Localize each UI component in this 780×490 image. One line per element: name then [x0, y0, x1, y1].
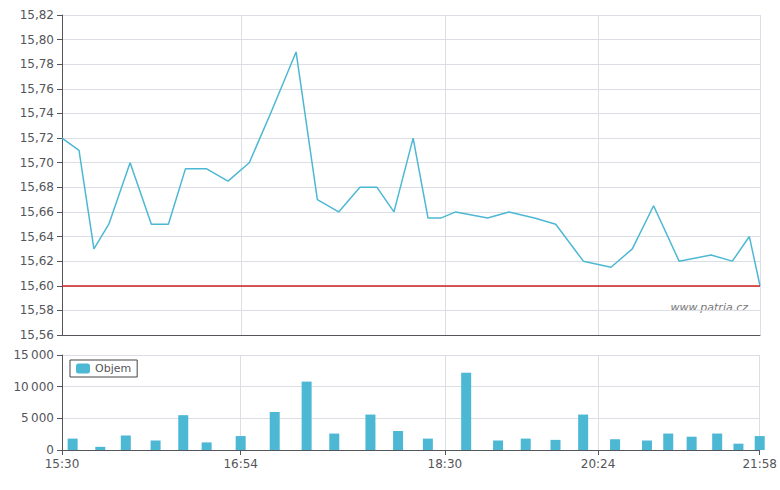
svg-text:16:54: 16:54 [223, 457, 258, 471]
svg-text:10 000: 10 000 [13, 380, 54, 394]
svg-text:15,62: 15,62 [20, 254, 54, 268]
svg-text:15,56: 15,56 [20, 328, 54, 342]
svg-text:15,78: 15,78 [20, 57, 54, 71]
svg-text:15,82: 15,82 [20, 8, 54, 22]
svg-text:18:30: 18:30 [428, 457, 463, 471]
svg-text:0: 0 [46, 443, 54, 457]
svg-text:www.patria.cz: www.patria.cz [671, 301, 749, 314]
svg-text:15,74: 15,74 [20, 106, 54, 120]
svg-text:15,68: 15,68 [20, 180, 54, 194]
svg-text:15,58: 15,58 [20, 303, 54, 317]
svg-text:15,60: 15,60 [20, 279, 54, 293]
svg-text:5 000: 5 000 [21, 411, 54, 425]
svg-text:15,80: 15,80 [20, 33, 54, 47]
svg-text:20:24: 20:24 [581, 457, 616, 471]
svg-text:Objem: Objem [95, 362, 131, 375]
svg-text:15,64: 15,64 [20, 230, 54, 244]
svg-text:15,72: 15,72 [20, 131, 54, 145]
svg-text:15 000: 15 000 [13, 348, 54, 362]
svg-text:15:30: 15:30 [45, 457, 80, 471]
svg-text:15,76: 15,76 [20, 82, 54, 96]
svg-text:15,70: 15,70 [20, 156, 54, 170]
svg-text:21:58: 21:58 [742, 457, 777, 471]
svg-text:15,66: 15,66 [20, 205, 54, 219]
